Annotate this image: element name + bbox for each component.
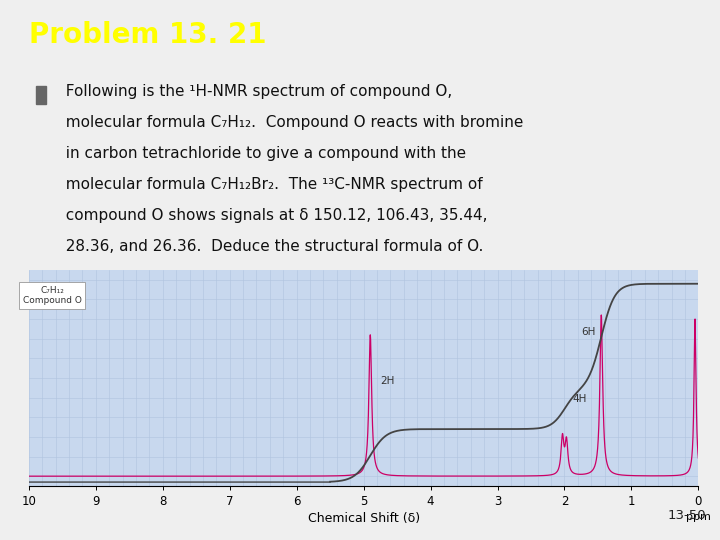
Bar <box>36 86 46 104</box>
Text: 13-50: 13-50 <box>667 509 706 522</box>
Text: 28.36, and 26.36.  Deduce the structural formula of O.: 28.36, and 26.36. Deduce the structural … <box>56 239 484 254</box>
Text: 2H: 2H <box>380 376 395 386</box>
Text: in carbon tetrachloride to give a compound with the: in carbon tetrachloride to give a compou… <box>56 146 467 161</box>
Text: ppm: ppm <box>686 512 711 522</box>
Text: 6H: 6H <box>581 327 595 337</box>
Text: 4H: 4H <box>572 394 587 403</box>
Text: Problem 13. 21: Problem 13. 21 <box>29 21 266 49</box>
Text: molecular formula C₇H₁₂.  Compound O reacts with bromine: molecular formula C₇H₁₂. Compound O reac… <box>56 115 524 130</box>
Text: compound O shows signals at δ 150.12, 106.43, 35.44,: compound O shows signals at δ 150.12, 10… <box>56 208 488 223</box>
Text: Following is the ¹H-NMR spectrum of compound O,: Following is the ¹H-NMR spectrum of comp… <box>56 84 453 99</box>
X-axis label: Chemical Shift (δ): Chemical Shift (δ) <box>307 512 420 525</box>
Text: molecular formula C₇H₁₂Br₂.  The ¹³C-NMR spectrum of: molecular formula C₇H₁₂Br₂. The ¹³C-NMR … <box>56 177 483 192</box>
Text: C₇H₁₂
Compound O: C₇H₁₂ Compound O <box>23 286 81 305</box>
